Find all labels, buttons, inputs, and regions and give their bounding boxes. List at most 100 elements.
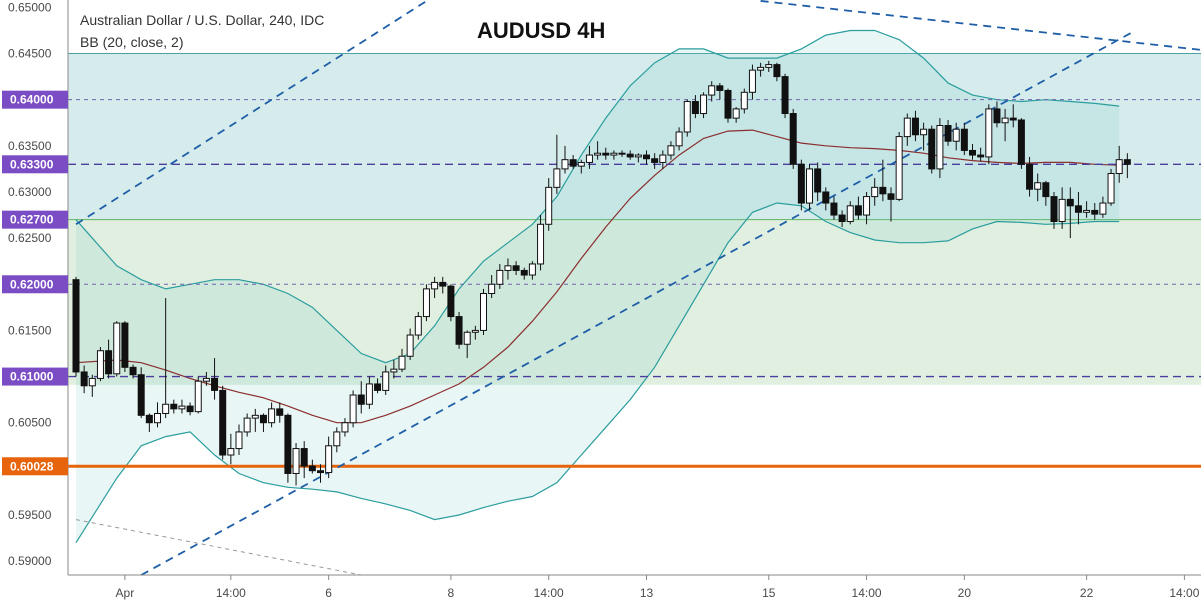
candle — [88, 374, 96, 397]
candle-body-down — [944, 125, 952, 142]
candle-body-down — [170, 403, 178, 410]
candle — [72, 276, 80, 377]
price-tag: 0.62000 — [2, 275, 68, 294]
candle — [920, 122, 928, 151]
x-tick-label: 8 — [448, 586, 455, 600]
candle-body-down — [317, 470, 324, 474]
candle-body-up — [88, 377, 96, 387]
candle-body-up — [577, 161, 585, 167]
candle — [626, 150, 634, 160]
candle-body-up — [471, 329, 479, 333]
candle-body-up — [243, 417, 251, 433]
candle — [162, 298, 170, 419]
candle-body-down — [879, 186, 887, 195]
candle — [1123, 153, 1131, 179]
candle — [145, 413, 153, 432]
candle — [80, 365, 88, 394]
candle — [1050, 191, 1058, 229]
candle — [194, 376, 202, 414]
candle-body-up — [936, 125, 944, 170]
candle-body-down — [211, 377, 219, 391]
candle — [903, 113, 911, 146]
candle — [838, 210, 846, 228]
candle — [333, 427, 341, 453]
candle — [708, 81, 716, 102]
indicator-header: BB (20, close, 2) — [80, 34, 184, 50]
candle — [643, 150, 650, 165]
candle — [480, 288, 487, 336]
candle — [651, 153, 659, 169]
bb-fill — [76, 30, 1120, 543]
candle — [765, 60, 773, 72]
candle-body-up — [349, 394, 357, 424]
candle-body-up — [1107, 173, 1115, 204]
candle-body-down — [186, 405, 194, 413]
candle — [667, 141, 675, 160]
candle — [178, 399, 186, 414]
candle-body-down — [626, 153, 634, 158]
candle — [1042, 180, 1050, 206]
x-axis-ticks: Apr 14:00 6 8 14:00 13 15 14:00 20 22 14:00 — [116, 575, 1200, 600]
candle-body-down — [357, 394, 365, 405]
candle — [569, 155, 577, 169]
candle — [691, 95, 699, 119]
candle-body-up — [488, 283, 496, 294]
candle-body-down — [72, 279, 80, 373]
candle-body-down — [455, 316, 463, 345]
candle-body-down — [602, 152, 610, 156]
candle-body-down — [830, 202, 838, 216]
candle-body-down — [1050, 196, 1058, 223]
candle — [325, 436, 333, 479]
candle-body-up — [659, 154, 667, 163]
candle-body-up — [895, 136, 903, 200]
candle — [137, 367, 145, 419]
candle — [561, 145, 569, 174]
candle — [219, 385, 227, 460]
candle — [871, 178, 879, 206]
candle — [675, 127, 683, 151]
candle-body-down — [374, 383, 382, 391]
candle-body-up — [422, 288, 430, 318]
candle-body-down — [80, 371, 88, 387]
candle — [268, 402, 276, 428]
candle — [1074, 191, 1082, 225]
candle — [202, 371, 210, 386]
candle — [447, 284, 455, 322]
candle-body-up — [732, 108, 740, 119]
candle — [618, 150, 626, 157]
candle-body-up — [227, 448, 235, 456]
zone-1 — [68, 219, 1201, 385]
candle-body-up — [740, 91, 748, 110]
x-tick-label: 15 — [762, 586, 776, 600]
price-tag: 0.63300 — [2, 155, 68, 174]
x-tick-label: 14:00 — [534, 586, 564, 600]
candle — [390, 359, 398, 379]
price-tag-bg — [2, 90, 68, 109]
candle — [928, 125, 936, 174]
candle-body-up — [553, 168, 561, 188]
candle-body-down — [773, 64, 781, 78]
x-tick-label: 14:00 — [852, 586, 882, 600]
candle — [300, 441, 308, 479]
candle — [773, 62, 781, 82]
candle-body-down — [643, 154, 650, 160]
candle-body-up — [390, 368, 398, 373]
candle — [463, 330, 471, 359]
candle — [276, 402, 284, 423]
price-level-tags: 0.64000 0.63300 0.62700 0.62000 0.61000 0.600… — [2, 90, 68, 476]
candle-body-down — [520, 269, 528, 276]
candle-body-down — [822, 191, 830, 204]
candle-body-down — [1026, 163, 1034, 190]
candle-body-up — [846, 205, 854, 223]
candle-body-down — [308, 465, 316, 472]
candle-body-down — [276, 408, 284, 416]
candle — [235, 424, 243, 456]
candle-body-up — [765, 64, 773, 68]
candle-body-down — [1009, 117, 1017, 121]
candle — [806, 164, 813, 211]
candle — [814, 162, 822, 202]
candle-body-up — [268, 408, 276, 424]
candle — [431, 276, 439, 299]
candle-body-up — [480, 292, 487, 331]
